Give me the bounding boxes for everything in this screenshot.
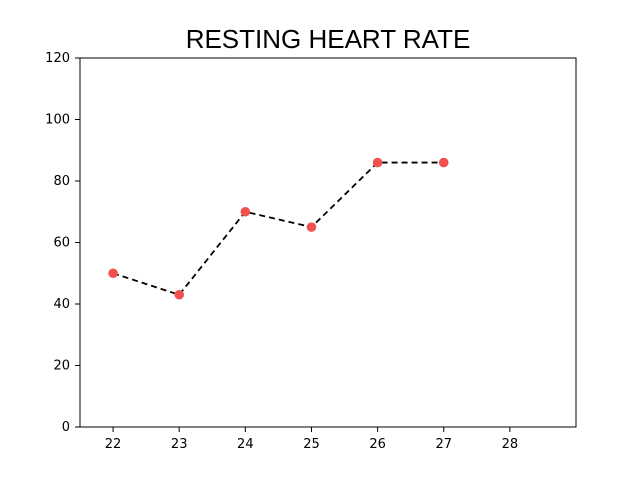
y-tick-label: 20 [53,359,70,374]
x-tick-label: 22 [105,437,122,452]
data-point-23 [174,289,184,300]
x-tick-label: 28 [502,437,519,452]
data-point-24 [240,206,251,217]
x-tick-label: 26 [369,437,386,452]
x-tick-label: 27 [435,437,452,452]
y-tick-label: 60 [53,236,70,251]
data-point-27 [438,157,449,168]
data-point-26 [372,157,383,168]
series-layer [108,157,449,300]
chart-title: RESTING HEART RATE [186,24,471,54]
y-axis-ticks: 0 20 40 60 80 100 120 [45,51,80,435]
y-tick-label: 40 [53,297,70,312]
y-tick-label: 120 [45,51,70,66]
x-axis-ticks: 22 23 24 25 26 27 28 [105,427,518,452]
x-tick-label: 24 [237,437,254,452]
y-tick-label: 80 [53,174,70,189]
data-point-22 [108,268,118,279]
series-line-0 [112,161,444,296]
y-tick-label: 0 [62,420,70,435]
y-tick-label: 100 [45,113,70,128]
plot-frame [79,57,577,428]
data-point-25 [306,222,317,232]
x-tick-label: 23 [171,437,188,452]
x-tick-label: 25 [303,437,320,452]
